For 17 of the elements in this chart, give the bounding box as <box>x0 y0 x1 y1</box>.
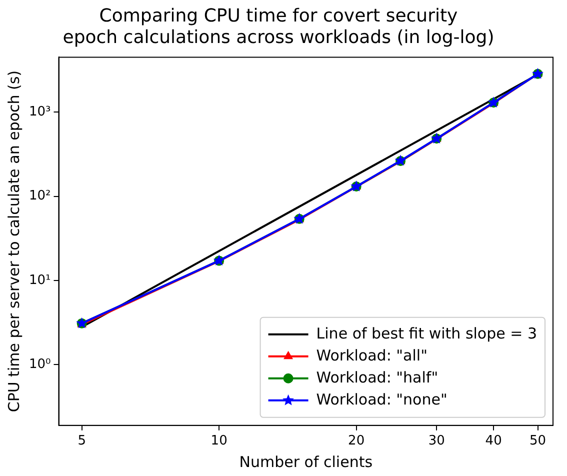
x-axis-title: Number of clients <box>239 452 373 471</box>
legend-label: Workload: "none" <box>316 390 448 408</box>
x-tick-label: 5 <box>78 434 86 449</box>
y-axis-title: CPU time per server to calculate an epoch (s) <box>4 70 23 412</box>
y-tick-label: 10⁰ <box>28 357 51 372</box>
legend-label: Workload: "half" <box>316 368 438 386</box>
y-tick-label: 10¹ <box>28 272 51 288</box>
legend-label: Line of best fit with slope = 3 <box>316 324 538 342</box>
x-tick-label: 40 <box>485 434 502 449</box>
x-tick-label: 20 <box>348 434 365 449</box>
x-tick-label: 50 <box>529 434 546 449</box>
y-tick-label: 10² <box>28 188 51 204</box>
y-tick-label: 10³ <box>28 104 51 120</box>
chart-title: Comparing CPU time for covert security epoch calculations across workloads (in log-log) <box>62 5 494 48</box>
x-tick-label: 30 <box>428 434 445 449</box>
legend-label: Workload: "all" <box>316 346 428 364</box>
x-tick-label: 10 <box>210 434 228 449</box>
